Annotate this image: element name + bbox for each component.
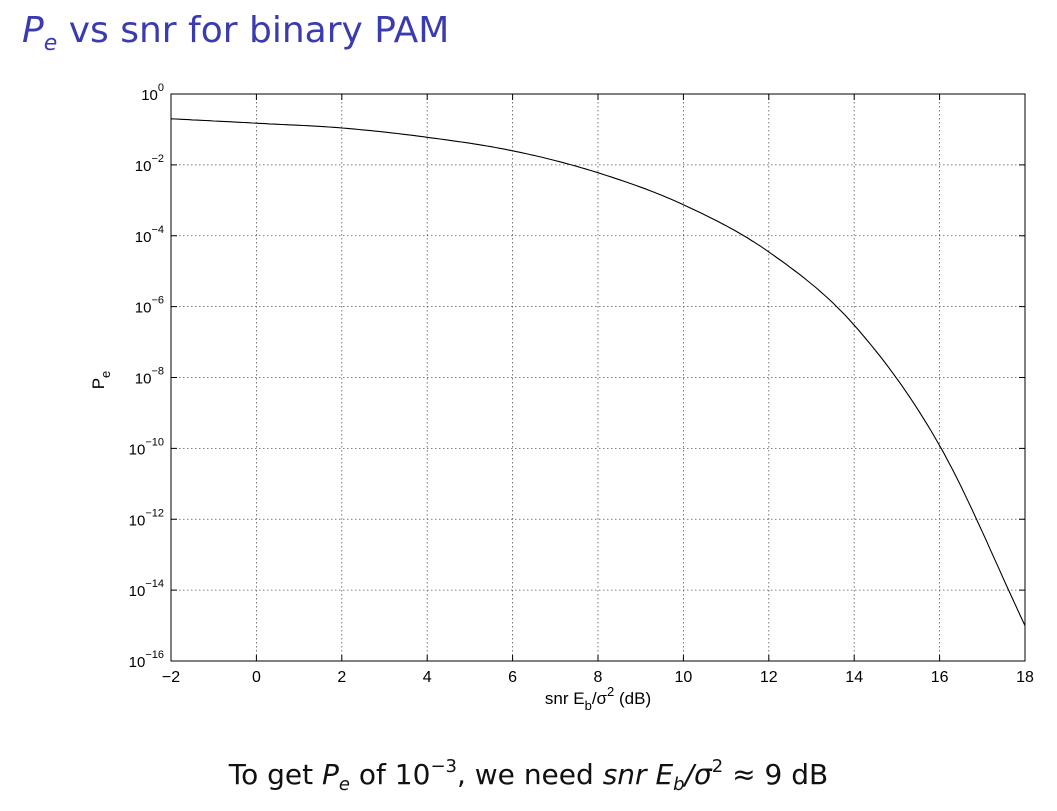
y-tick-label: 10−16 <box>129 649 164 671</box>
x-tick-label: 6 <box>508 669 517 686</box>
y-tick-label: 10−10 <box>129 436 164 458</box>
caption-eb: E <box>655 758 674 791</box>
y-tick-label: 10−14 <box>129 578 164 600</box>
y-tick-label: 10−12 <box>129 507 164 529</box>
grid-lines <box>171 94 1025 661</box>
caption-mid2: , we need <box>456 758 594 791</box>
caption-snr: snr <box>602 758 647 791</box>
x-tick-label: −2 <box>162 669 180 686</box>
x-tick-label: 18 <box>1016 669 1034 686</box>
caption-pre: To get <box>228 758 314 791</box>
caption-mid: of 10 <box>358 758 431 791</box>
x-tick-label: 16 <box>931 669 949 686</box>
x-tick-label: 10 <box>675 669 693 686</box>
x-tick-label: 0 <box>252 669 261 686</box>
x-tick-label: 4 <box>423 669 432 686</box>
caption-symbol: P <box>322 758 339 791</box>
title-symbol: P <box>22 10 44 51</box>
x-tick-label: 12 <box>760 669 778 686</box>
caption-sigma: /σ <box>684 758 712 791</box>
caption-subscript: e <box>338 774 350 795</box>
ticks <box>170 93 1026 662</box>
title-text: vs snr for binary PAM <box>68 10 450 51</box>
y-tick-label: 10−8 <box>135 366 164 388</box>
y-tick-label: 10−2 <box>135 153 164 175</box>
pe-curve <box>170 118 1026 626</box>
x-tick-label: 8 <box>594 669 603 686</box>
caption-sigma-exponent: 2 <box>711 756 724 777</box>
title-subscript: e <box>43 31 58 56</box>
tick-labels: −2 0 2 4 6 8 10 12 14 16 18 100 10−2 10−4 10−6 10−8 10−1… <box>129 82 1034 686</box>
caption-eb-subscript: b <box>673 774 685 795</box>
slide-title: Pe vs snr for binary PAM <box>22 10 450 55</box>
y-tick-label: 100 <box>141 82 164 104</box>
x-tick-label: 14 <box>845 669 863 686</box>
y-axis-label: Pe <box>89 371 113 390</box>
caption-post: ≈ 9 dB <box>732 758 829 791</box>
y-tick-label: 10−6 <box>135 295 164 317</box>
x-axis-label: snr Eb/σ2 (dB) <box>545 684 651 713</box>
x-tick-label: 2 <box>337 669 346 686</box>
y-tick-label: 10−4 <box>135 224 164 246</box>
caption-exponent: −3 <box>430 756 457 777</box>
slide-caption: To get Pe of 10−3, we need snr Eb/σ2 ≈ 9… <box>0 756 1057 794</box>
